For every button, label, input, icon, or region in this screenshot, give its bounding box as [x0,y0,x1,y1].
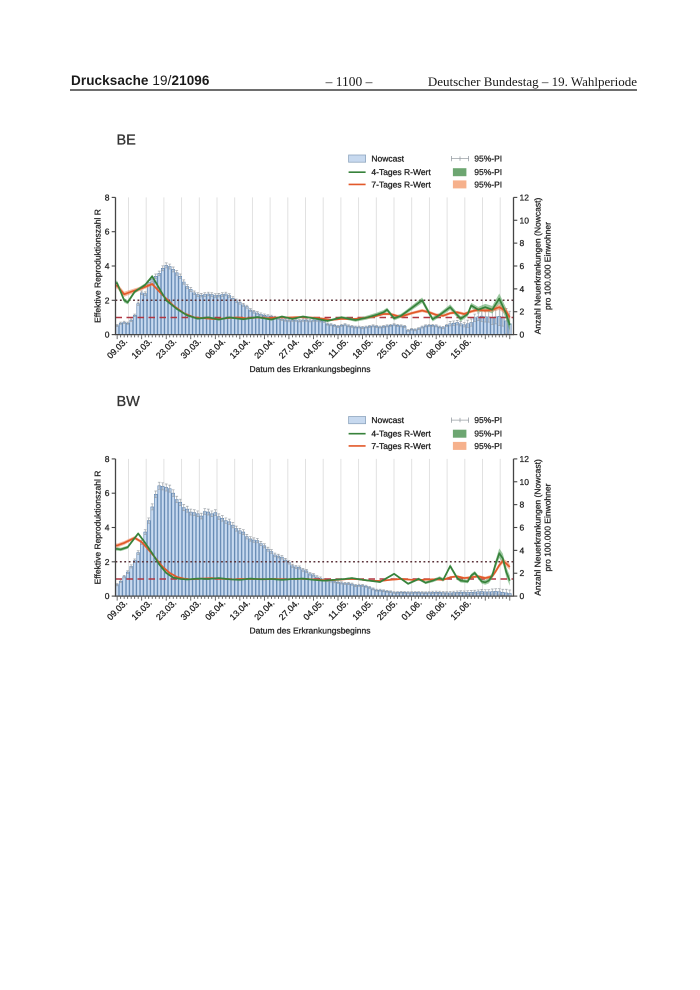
svg-text:BW: BW [117,394,141,410]
svg-text:0: 0 [105,330,110,340]
svg-text:8: 8 [105,454,110,464]
svg-text:2: 2 [105,295,110,305]
svg-text:30.03.: 30.03. [179,598,203,622]
svg-text:Anzahl Neuerkrankungen (Nowcas: Anzahl Neuerkrankungen (Nowcast) [533,198,543,335]
svg-text:01.06.: 01.06. [399,598,423,622]
svg-text:27.04.: 27.04. [277,336,301,360]
svg-text:Effektive Reproduktionszahl R: Effektive Reproduktionszahl R [93,209,103,323]
svg-text:95%-PI: 95%-PI [474,154,502,164]
svg-text:16.03.: 16.03. [129,598,153,622]
svg-text:4: 4 [105,261,110,271]
svg-text:27.04.: 27.04. [277,598,301,622]
svg-text:0: 0 [105,591,110,601]
svg-text:25.05.: 25.05. [375,598,399,622]
svg-text:6: 6 [105,488,110,498]
svg-text:Datum des Erkrankungsbeginns: Datum des Erkrankungsbeginns [250,364,371,374]
svg-text:20.04.: 20.04. [252,598,276,622]
svg-text:BE: BE [117,133,137,149]
svg-text:8: 8 [520,238,525,248]
svg-text:Nowcast: Nowcast [371,154,404,164]
svg-text:08.06.: 08.06. [424,336,448,360]
svg-text:95%-PI: 95%-PI [474,415,502,425]
svg-text:4: 4 [520,545,525,555]
svg-text:6: 6 [520,261,525,271]
svg-text:8: 8 [105,192,110,202]
svg-text:09.03.: 09.03. [105,336,129,360]
svg-text:15.06.: 15.06. [448,598,472,622]
svg-text:08.06.: 08.06. [424,598,448,622]
svg-text:06.04.: 06.04. [203,336,227,360]
svg-text:2: 2 [105,557,110,567]
svg-text:06.04.: 06.04. [203,598,227,622]
svg-text:4: 4 [520,284,525,294]
svg-text:pro 100.000 Einwohner: pro 100.000 Einwohner [543,483,553,571]
svg-text:Effektive Reproduktionszahl R: Effektive Reproduktionszahl R [93,471,103,585]
svg-text:7-Tages R-Wert: 7-Tages R-Wert [371,441,431,451]
svg-text:6: 6 [520,523,525,533]
svg-text:10: 10 [520,215,530,225]
svg-text:8: 8 [520,500,525,510]
svg-text:23.03.: 23.03. [154,336,178,360]
svg-text:18.05.: 18.05. [350,598,374,622]
svg-text:18.05.: 18.05. [350,336,374,360]
svg-text:4: 4 [105,523,110,533]
svg-text:pro 100.000 Einwohner: pro 100.000 Einwohner [543,222,553,310]
svg-text:11.05.: 11.05. [326,336,350,360]
svg-text:15.06.: 15.06. [448,336,472,360]
svg-text:2: 2 [520,568,525,578]
svg-text:0: 0 [520,591,525,601]
svg-text:25.05.: 25.05. [375,336,399,360]
svg-text:95%-PI: 95%-PI [474,429,502,439]
svg-text:04.05.: 04.05. [301,598,325,622]
svg-text:13.04.: 13.04. [228,336,252,360]
svg-text:4-Tages R-Wert: 4-Tages R-Wert [371,429,431,439]
svg-text:10: 10 [520,477,530,487]
svg-text:4-Tages R-Wert: 4-Tages R-Wert [371,167,431,177]
svg-text:04.05.: 04.05. [301,336,325,360]
svg-text:7-Tages R-Wert: 7-Tages R-Wert [371,179,431,189]
svg-text:12: 12 [520,454,530,464]
svg-text:0: 0 [520,330,525,340]
svg-text:Datum des Erkrankungsbeginns: Datum des Erkrankungsbeginns [250,626,371,636]
svg-text:01.06.: 01.06. [399,336,423,360]
svg-text:09.03.: 09.03. [105,598,129,622]
svg-text:95%-PI: 95%-PI [474,167,502,177]
svg-text:13.04.: 13.04. [228,598,252,622]
svg-text:16.03.: 16.03. [129,336,153,360]
svg-text:30.03.: 30.03. [179,336,203,360]
svg-text:95%-PI: 95%-PI [474,179,502,189]
svg-text:Nowcast: Nowcast [371,415,404,425]
svg-text:20.04.: 20.04. [252,336,276,360]
svg-text:2: 2 [520,307,525,317]
svg-text:11.05.: 11.05. [326,598,350,622]
svg-text:6: 6 [105,227,110,237]
svg-text:23.03.: 23.03. [154,598,178,622]
svg-text:12: 12 [520,192,530,202]
svg-text:95%-PI: 95%-PI [474,441,502,451]
svg-text:Anzahl Neuerkrankungen (Nowcas: Anzahl Neuerkrankungen (Nowcast) [533,459,543,596]
